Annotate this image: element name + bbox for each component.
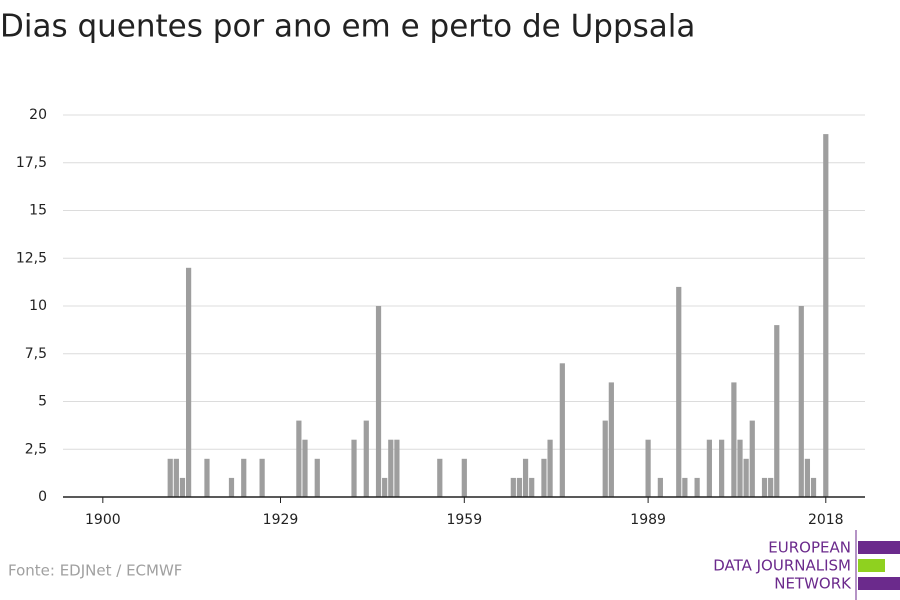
y-tick-label: 2,5 — [25, 441, 47, 457]
bar — [657, 477, 663, 497]
bar — [179, 477, 186, 497]
bar — [167, 458, 173, 497]
bar — [798, 306, 804, 497]
y-tick-label: 0 — [38, 489, 47, 505]
bar — [529, 477, 535, 497]
x-tick-label: 2018 — [808, 512, 844, 528]
x-tick-label: 1900 — [85, 512, 121, 528]
y-tick-label: 17,5 — [16, 155, 47, 171]
bar — [682, 477, 688, 497]
bar — [823, 134, 829, 497]
bar — [706, 439, 712, 497]
bar — [731, 382, 737, 497]
y-tick-label: 7,5 — [25, 346, 47, 362]
y-tick-label: 20 — [29, 107, 47, 123]
bar — [228, 477, 235, 497]
bar — [241, 458, 247, 497]
y-tick-label: 12,5 — [16, 250, 47, 266]
logo-bar — [858, 577, 900, 590]
bar — [516, 477, 523, 497]
logo: EUROPEAN DATA JOURNALISM NETWORK — [713, 530, 900, 600]
bar — [382, 477, 388, 497]
y-tick-label: 15 — [29, 203, 47, 219]
bar — [375, 306, 382, 497]
bar — [768, 477, 774, 497]
bar — [602, 420, 608, 497]
logo-text: NETWORK — [774, 575, 852, 593]
bar — [804, 458, 811, 497]
logo-text: DATA JOURNALISM — [713, 557, 851, 575]
bar — [259, 458, 265, 497]
bar — [737, 439, 743, 497]
bar — [437, 458, 443, 497]
bar — [351, 439, 357, 497]
bar — [559, 363, 565, 497]
logo-bar — [858, 559, 885, 572]
y-tick-label: 5 — [38, 394, 47, 410]
bar — [461, 458, 467, 497]
bar — [522, 458, 529, 497]
bar — [749, 420, 755, 497]
bar — [676, 286, 682, 497]
bar — [510, 477, 516, 497]
bar — [302, 439, 308, 497]
bar — [394, 439, 400, 497]
bar — [314, 458, 320, 497]
bar — [761, 477, 768, 497]
bar — [547, 439, 553, 497]
logo-bar — [858, 541, 900, 554]
source: Fonte: EDJNet / ECMWF — [8, 562, 182, 580]
bar — [204, 458, 210, 497]
logo-text: EUROPEAN — [768, 539, 851, 557]
bar — [388, 439, 394, 497]
bar — [645, 439, 651, 497]
bar — [363, 420, 369, 497]
bar — [719, 439, 725, 497]
x-tick-label: 1989 — [630, 512, 666, 528]
chart-title: Dias quentes por ano em e perto de Uppsa… — [0, 9, 695, 45]
bar — [810, 477, 817, 497]
bar — [541, 458, 547, 497]
bar — [185, 267, 192, 497]
y-tick-label: 10 — [29, 298, 47, 314]
bar — [743, 458, 749, 497]
bar — [608, 382, 614, 497]
bar — [774, 325, 780, 497]
x-tick-label: 1959 — [446, 512, 482, 528]
bar — [173, 458, 179, 497]
bar — [296, 420, 302, 497]
x-tick-label: 1929 — [263, 512, 299, 528]
bar — [694, 477, 700, 497]
